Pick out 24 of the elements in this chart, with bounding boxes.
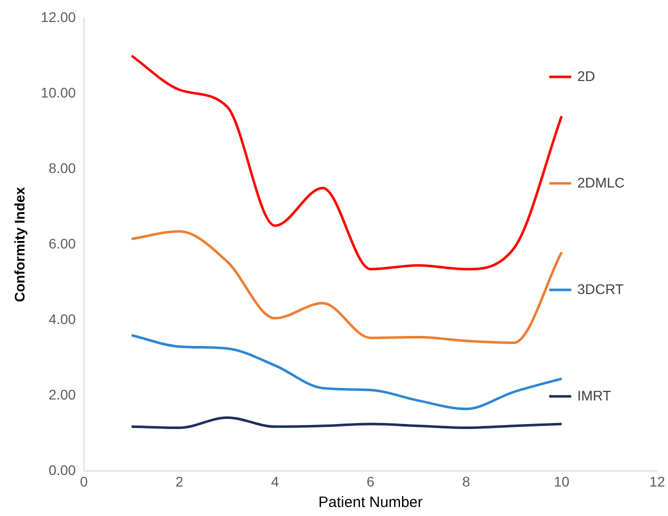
x-tick-label: 8: [462, 473, 470, 490]
line-series: [130, 54, 563, 270]
y-tick-label: 0.00: [48, 462, 76, 478]
line-series: [130, 416, 563, 430]
x-tick-label: 0: [80, 473, 88, 490]
x-tick-label: 12: [649, 473, 666, 490]
line-series: [130, 230, 563, 344]
y-tick-label: 12.00: [40, 8, 76, 25]
x-tick-label: 6: [366, 473, 375, 490]
x-axis-title: Patient Number: [318, 494, 423, 512]
legend-label: IMRT: [577, 387, 612, 404]
y-tick-label: 6.00: [48, 235, 76, 252]
y-axis-title: Conformity Index: [11, 186, 28, 302]
x-tick-label: 2: [176, 473, 184, 490]
line-series: [130, 334, 563, 410]
y-tick-label: 8.00: [48, 160, 76, 176]
legend-label: 2D: [577, 68, 596, 84]
y-tick-label: 4.00: [48, 310, 76, 327]
legend-label: 2DMLC: [577, 174, 625, 190]
legend-label: 3DCRT: [577, 280, 624, 297]
x-tick-label: 4: [271, 473, 280, 490]
x-tick-label: 10: [554, 473, 570, 490]
y-tick-label: 2.00: [48, 386, 76, 403]
y-tick-label: 10.00: [40, 84, 76, 100]
